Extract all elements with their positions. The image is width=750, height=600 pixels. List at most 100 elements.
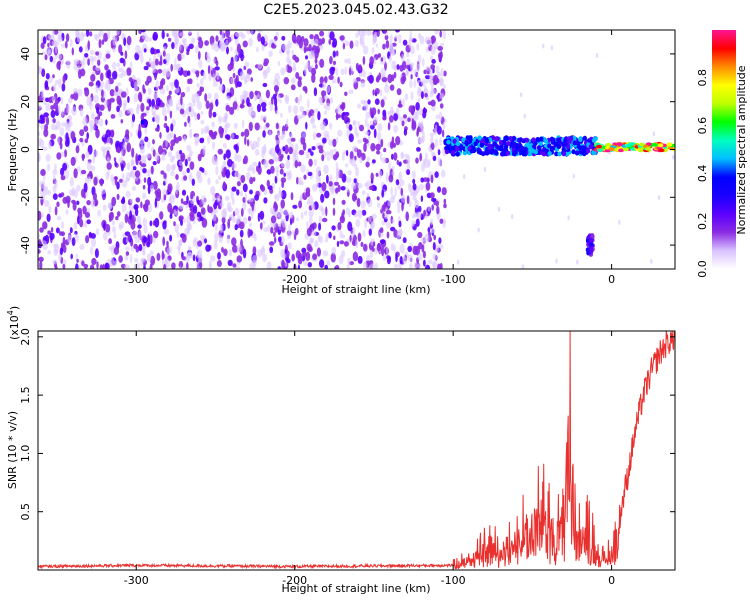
noise-blob	[344, 66, 347, 76]
noise-blob	[265, 122, 270, 128]
noise-blob	[371, 247, 375, 252]
noise-blob	[417, 263, 422, 269]
noise-blob	[247, 197, 254, 203]
noise-blob	[43, 112, 49, 118]
noise-blob	[57, 104, 61, 115]
noise-blob	[40, 169, 46, 176]
noise-blob	[269, 104, 274, 112]
spectral-feature-cell	[526, 143, 532, 149]
spectral-feature-cell	[556, 138, 562, 144]
noise-blob	[65, 195, 71, 204]
noise-blob	[219, 202, 224, 208]
noise-blob	[64, 169, 70, 179]
noise-blob	[161, 30, 165, 40]
noise-blob	[52, 169, 58, 175]
noise-blob	[114, 160, 117, 167]
noise-blob	[84, 138, 89, 144]
noise-blob	[567, 215, 570, 221]
noise-blob	[418, 108, 424, 116]
noise-blob	[372, 241, 376, 247]
noise-blob	[116, 193, 120, 200]
spectral-feature-cell	[581, 150, 586, 156]
noise-blob	[652, 131, 655, 137]
noise-blob	[199, 216, 204, 222]
noise-blob	[382, 96, 387, 101]
noise-blob	[301, 132, 307, 139]
noise-blob	[92, 154, 95, 164]
noise-blob	[386, 221, 391, 229]
noise-blob	[413, 79, 417, 89]
noise-blob	[211, 141, 216, 150]
noise-blob	[382, 212, 385, 220]
noise-blob	[413, 68, 417, 76]
noise-blob	[417, 137, 421, 145]
noise-blob	[274, 193, 280, 202]
noise-blob	[248, 121, 253, 132]
y-tick-label: -40	[19, 236, 32, 254]
noise-blob	[73, 221, 78, 230]
spectral-feature-cell	[455, 141, 461, 147]
noise-blob	[430, 136, 434, 144]
noise-blob	[84, 53, 89, 58]
noise-blob	[409, 62, 415, 68]
noise-blob	[180, 95, 183, 106]
noise-blob	[98, 118, 104, 127]
noise-blob	[439, 103, 444, 109]
noise-blob	[427, 259, 433, 265]
noise-blob	[76, 30, 80, 39]
noise-blob	[203, 170, 208, 176]
noise-blob	[256, 30, 263, 33]
noise-blob	[198, 39, 204, 49]
noise-blob	[70, 156, 76, 166]
noise-blob	[285, 65, 288, 73]
noise-blob	[214, 222, 218, 232]
noise-blob	[342, 209, 346, 216]
noise-blob	[138, 123, 141, 133]
colorbar-tick-label: 0.2	[696, 212, 709, 230]
spectral-feature-cell	[571, 149, 576, 155]
noise-blob	[223, 153, 226, 161]
noise-blob	[74, 233, 77, 239]
noise-blob	[179, 108, 185, 115]
noise-blob	[109, 97, 115, 103]
noise-blob	[406, 195, 410, 205]
noise-blob	[262, 253, 268, 263]
spectral-feature-cell	[589, 248, 594, 254]
noise-blob	[64, 121, 71, 128]
noise-blob	[145, 153, 151, 159]
noise-blob	[382, 254, 387, 261]
noise-blob	[328, 231, 332, 239]
spectral-feature-cell	[666, 143, 673, 147]
noise-blob	[330, 187, 334, 193]
noise-blob	[149, 263, 153, 269]
noise-blob	[201, 167, 205, 173]
noise-blob	[246, 97, 250, 106]
noise-blob	[116, 30, 120, 35]
noise-blob	[260, 102, 267, 108]
noise-blob	[232, 55, 238, 62]
noise-blob	[363, 45, 369, 55]
noise-blob	[332, 50, 336, 58]
noise-blob	[423, 177, 428, 183]
noise-blob	[236, 244, 242, 253]
noise-blob	[431, 35, 434, 45]
noise-blob	[314, 63, 318, 70]
noise-blob	[161, 250, 164, 261]
spectral-feature-cell	[450, 150, 456, 156]
noise-blob	[45, 73, 50, 80]
noise-blob	[207, 92, 212, 100]
noise-blob	[183, 135, 187, 143]
noise-blob	[154, 217, 160, 228]
noise-blob	[117, 147, 121, 154]
noise-blob	[335, 112, 339, 121]
noise-blob	[369, 249, 373, 259]
noise-blob	[389, 42, 394, 52]
noise-blob	[424, 152, 428, 161]
noise-blob	[370, 221, 376, 229]
noise-blob	[335, 187, 339, 194]
spectral-feature-cell	[616, 142, 623, 146]
noise-blob	[123, 37, 127, 46]
noise-blob	[483, 166, 487, 172]
noise-blob	[427, 101, 433, 106]
y-tick-label: 1.5	[19, 386, 32, 404]
